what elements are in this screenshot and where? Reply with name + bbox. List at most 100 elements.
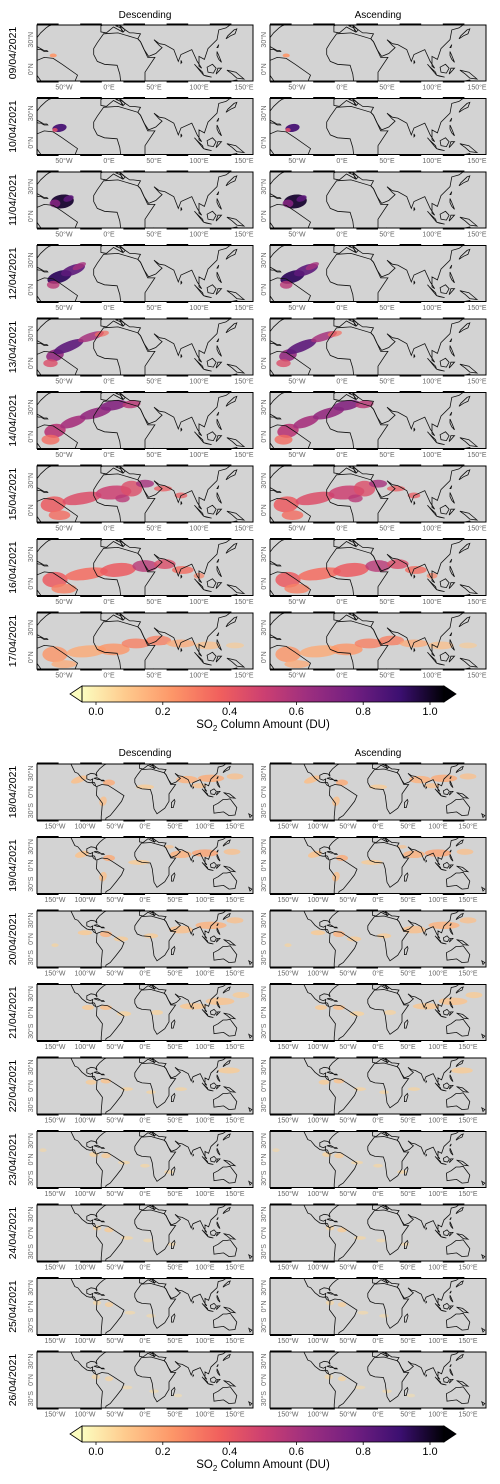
coastline-japan: [458, 469, 471, 481]
coastline-sumatra: [427, 137, 437, 149]
coastline-africa: [93, 473, 156, 522]
lon-tick-label: 50°W: [106, 823, 124, 831]
coastline-sumatra: [194, 358, 204, 370]
coastline-samerica: [270, 644, 311, 669]
lat-tick-label: 30°N: [27, 1354, 35, 1370]
coastline-camerica: [70, 1205, 108, 1228]
so2-plume: [100, 399, 127, 411]
coastline-sumatra: [434, 1229, 442, 1237]
coastline-africa: [367, 768, 410, 815]
map-border-segment: [80, 522, 102, 524]
coastline-japan: [455, 1353, 464, 1362]
coastline-australia: [212, 871, 238, 890]
lat-tick-label: 30°N: [260, 326, 268, 342]
coastline-sulawesi: [449, 1232, 454, 1237]
lon-tick-label: 0°E: [336, 378, 348, 386]
so2-plume: [409, 775, 431, 784]
lon-tick-label: 100°E: [195, 1411, 214, 1419]
coastline-srilanka: [180, 574, 183, 579]
coastline-srilanka: [192, 1080, 195, 1084]
so2-plume: [282, 53, 290, 58]
map-border-segment: [37, 81, 59, 83]
coastline-hispaniola: [333, 1367, 339, 1370]
so2-plume: [43, 359, 58, 368]
coastline-srilanka: [192, 1006, 195, 1010]
lat-tick-label: 0°N: [260, 1080, 268, 1092]
map-p2-r2-c1: 150°W 100°W 50°W 0°E 50°E 100°E 150°E 30°S 0°N 30…: [260, 909, 487, 978]
map-border-segment: [37, 836, 59, 838]
map-border-segment: [442, 464, 465, 466]
map-border-segment: [80, 1350, 102, 1352]
lon-tick-label: 100°W: [307, 970, 328, 978]
lat-tick-label: 0°N: [260, 137, 268, 149]
coastline-newguinea: [459, 510, 479, 521]
coastline-hispaniola: [40, 417, 49, 420]
coastline-samerica: [328, 1078, 358, 1114]
map-border-segment: [123, 669, 145, 671]
so2-plume: [354, 638, 384, 649]
coastline-hispaniola: [333, 1147, 339, 1149]
coastline-srilanka: [413, 648, 416, 653]
coastline-borneo: [439, 63, 450, 74]
so2-plume: [232, 991, 250, 999]
lon-tick-label: 0°E: [103, 231, 115, 239]
map-border-segment: [123, 1203, 145, 1205]
map-border-segment: [209, 317, 232, 319]
map-border-segment: [166, 391, 189, 393]
map-p2-r7-c1: 150°W 100°W 50°W 0°E 50°E 100°E 150°E 30°S 0°N 30…: [260, 1277, 487, 1345]
lon-tick-label: 150°E: [467, 378, 486, 386]
lon-tick-label: 100°E: [422, 231, 441, 239]
map-p2-r2-c0: 150°W 100°W 50°W 0°E 50°E 100°E 150°E 30°S 0°N 30…: [27, 909, 254, 978]
coastline-sulawesi: [449, 1011, 454, 1016]
lat-tick-label: 30°N: [260, 179, 268, 195]
coastline-sumatra: [427, 431, 437, 443]
map-border-segment: [123, 170, 145, 172]
map-border-segment: [270, 375, 292, 377]
so2-plume: [333, 399, 360, 411]
map-border-segment: [37, 1056, 59, 1058]
so2-plume: [451, 1067, 473, 1074]
map-border-segment: [37, 1408, 59, 1410]
coastline-java: [436, 662, 445, 666]
coastline-eurasia: [372, 764, 460, 792]
map-border-segment: [123, 97, 145, 99]
so2-plume: [408, 1087, 420, 1091]
coastline-sumatra: [201, 1009, 209, 1017]
so2-plume: [115, 494, 130, 503]
lon-tick-label: 100°E: [195, 1043, 214, 1051]
map-border-segment: [356, 244, 378, 246]
lat-tick-label: 30°N: [27, 620, 35, 636]
coastline-cuba: [270, 340, 277, 344]
map-border-segment: [399, 1277, 422, 1279]
map-border-segment: [80, 170, 102, 172]
lon-tick-label: 0°E: [372, 1190, 384, 1198]
coastline-srilanka: [180, 280, 183, 285]
coastline-hispaniola: [40, 564, 49, 567]
coastline-japan: [225, 395, 238, 407]
coastline-africa: [326, 546, 389, 596]
lat-tick-label: 30°S: [260, 876, 268, 892]
lat-tick-label: 0°N: [260, 578, 268, 590]
coastline-srilanka: [413, 501, 416, 506]
lat-tick-label: 30°S: [260, 803, 268, 819]
coastline-newguinea: [456, 792, 470, 799]
coastline-srilanka: [413, 280, 416, 285]
coastline-japan: [225, 322, 238, 334]
so2-plume: [357, 1310, 369, 1315]
lat-tick-label: 30°N: [27, 546, 35, 562]
map-border-segment: [356, 820, 378, 822]
coastline-madagascar: [404, 798, 409, 808]
map-border-segment: [313, 301, 335, 303]
coastline-cuba: [326, 1071, 334, 1074]
so2-plume: [336, 779, 348, 786]
map-border-segment: [166, 538, 189, 540]
map-border-segment: [442, 1114, 465, 1116]
map-border-segment: [37, 538, 59, 540]
so2-plume: [176, 775, 198, 784]
coastline-hispaniola: [40, 344, 49, 346]
map-border-segment: [356, 538, 378, 540]
coastline-madagascar: [171, 945, 176, 955]
lon-tick-label: 100°E: [189, 598, 208, 606]
map-border-segment: [123, 81, 145, 83]
colorbar-tick-label: 0.8: [356, 706, 371, 718]
